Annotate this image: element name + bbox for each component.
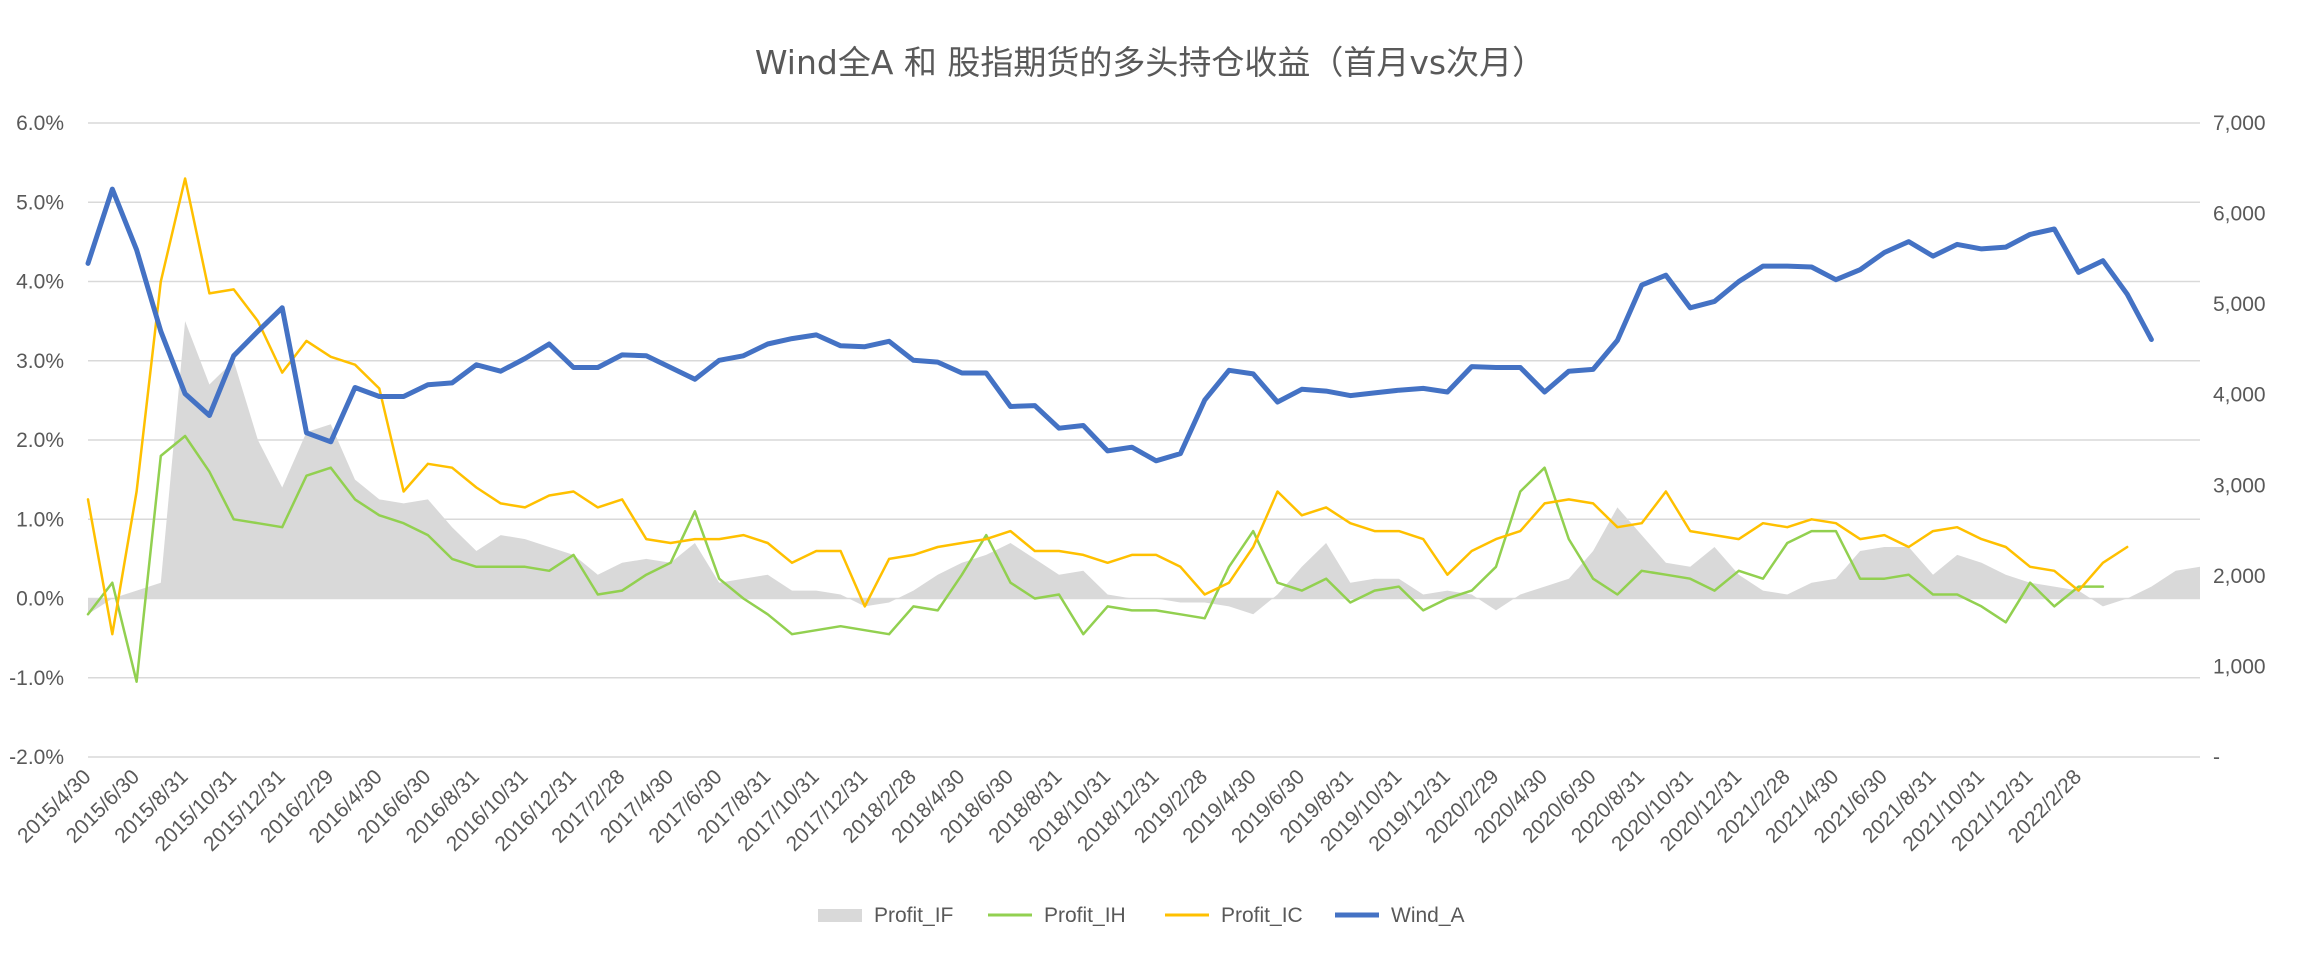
legend-label: Profit_IH xyxy=(1044,904,1126,927)
y-right-tick-label: 4,000 xyxy=(2213,384,2266,407)
y-left-tick-label: 0.0% xyxy=(16,588,64,611)
area-series-layer xyxy=(88,321,2200,615)
y-axis-right: - 1,000 2,000 3,000 4,000 5,000 6,000 7,000 xyxy=(2213,112,2266,769)
y-right-tick-label: - xyxy=(2213,746,2220,769)
x-axis: 2015/4/302015/6/302015/8/312015/10/31201… xyxy=(13,765,2086,856)
y-right-tick-label: 7,000 xyxy=(2213,112,2266,135)
y-left-tick-label: 5.0% xyxy=(16,191,64,214)
series-line-profit-ic xyxy=(86,177,2129,636)
y-right-tick-label: 2,000 xyxy=(2213,565,2266,588)
series-line-profit-ih xyxy=(86,434,2105,683)
line-series-layer xyxy=(85,177,2154,683)
y-right-tick-label: 3,000 xyxy=(2213,474,2266,497)
y-right-tick-label: 6,000 xyxy=(2213,203,2266,226)
y-right-tick-label: 1,000 xyxy=(2213,655,2266,678)
legend-item: Profit_IF xyxy=(818,904,953,927)
chart-title: Wind全A 和 股指期货的多头持仓收益（首月vs次月） xyxy=(755,43,1545,82)
series-line-wind-a xyxy=(85,186,2154,464)
legend-swatch xyxy=(818,909,862,922)
legend-label: Wind_A xyxy=(1391,904,1465,927)
gridlines xyxy=(88,122,2200,758)
legend-item: Wind_A xyxy=(1335,904,1465,927)
legend-label: Profit_IF xyxy=(874,904,953,927)
series-area-profit-if xyxy=(88,321,2200,615)
y-left-tick-label: 6.0% xyxy=(16,112,64,135)
y-left-tick-label: 4.0% xyxy=(16,271,64,294)
y-left-tick-label: 2.0% xyxy=(16,429,64,452)
legend-label: Profit_IC xyxy=(1221,904,1303,927)
legend-item: Profit_IH xyxy=(988,904,1126,927)
legend: Profit_IF Profit_IH Profit_IC Wind_A xyxy=(818,904,1465,927)
y-axis-left: -2.0% -1.0% 0.0% 1.0% 2.0% 3.0% 4.0% 5.0% 6.0% xyxy=(9,112,64,769)
y-left-tick-label: 3.0% xyxy=(16,350,64,373)
y-left-tick-label: 1.0% xyxy=(16,508,64,531)
y-right-tick-label: 5,000 xyxy=(2213,293,2266,316)
y-left-tick-label: -2.0% xyxy=(9,746,64,769)
y-left-tick-label: -1.0% xyxy=(9,667,64,690)
legend-item: Profit_IC xyxy=(1165,904,1303,927)
